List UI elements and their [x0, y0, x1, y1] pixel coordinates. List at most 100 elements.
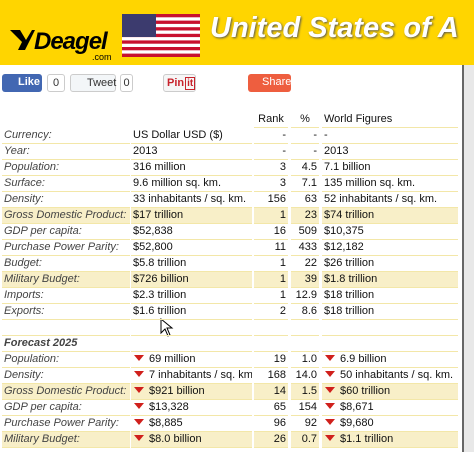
- world-figure-cell: $8,671: [322, 400, 458, 416]
- row-label: Year:: [2, 144, 130, 160]
- logo-sub: .com: [92, 52, 112, 62]
- blank-cell: [291, 336, 319, 352]
- row-label: Density:: [2, 192, 130, 208]
- down-arrow: [325, 371, 335, 377]
- section-title: Forecast 2025: [2, 336, 130, 352]
- percent: 1.0: [291, 352, 319, 368]
- percent: 22: [291, 256, 319, 272]
- value: $8.0 billion: [149, 433, 202, 445]
- share-button[interactable]: Share: [248, 74, 291, 92]
- rank: 1: [254, 256, 288, 272]
- world-figure: 2013: [322, 144, 458, 160]
- value: $52,838: [131, 224, 252, 240]
- down-arrow: [325, 435, 335, 441]
- column-header: World Figures: [322, 112, 458, 128]
- world-figure: $74 trillion: [322, 208, 458, 224]
- rank: 1: [254, 272, 288, 288]
- down-arrow: [134, 435, 144, 441]
- pin-button[interactable]: Pin it: [163, 74, 196, 92]
- value: $921 billion: [149, 385, 205, 397]
- tweet-count: 0: [120, 74, 133, 92]
- row-label: Imports:: [2, 288, 130, 304]
- percent: 433: [291, 240, 319, 256]
- world-figure-cell: 6.9 billion: [322, 352, 458, 368]
- rank: 1: [254, 208, 288, 224]
- logo[interactable]: Deagel: [34, 28, 108, 55]
- row-label: Gross Domestic Product:: [2, 384, 130, 400]
- world-figure: $8,671: [340, 401, 374, 413]
- blank-cell: [254, 336, 288, 352]
- column-header: Rank: [254, 112, 288, 128]
- value-cell: 7 inhabitants / sq. km.: [131, 368, 252, 384]
- world-figure-cell: $9,680: [322, 416, 458, 432]
- percent: 1.5: [291, 384, 319, 400]
- row-label: GDP per capita:: [2, 224, 130, 240]
- value: 69 million: [149, 353, 196, 365]
- percent: 7.1: [291, 176, 319, 192]
- down-arrow: [134, 355, 144, 361]
- rank: 19: [254, 352, 288, 368]
- row-label: Gross Domestic Product:: [2, 208, 130, 224]
- row-label: Exports:: [2, 304, 130, 320]
- down-arrow: [325, 419, 335, 425]
- percent: 63: [291, 192, 319, 208]
- row-label: Population:: [2, 160, 130, 176]
- rank: 26: [254, 432, 288, 448]
- pin-text: Pin: [167, 77, 185, 89]
- pin-it-text: it: [185, 77, 196, 90]
- rank: 65: [254, 400, 288, 416]
- page-title: United States of A: [210, 12, 459, 44]
- header: Deagel .com United States of A: [0, 0, 474, 65]
- world-figure: 50 inhabitants / sq. km.: [340, 369, 454, 381]
- world-figure: $12,182: [322, 240, 458, 256]
- rank: 1: [254, 288, 288, 304]
- rank: 2: [254, 304, 288, 320]
- value-cell: $921 billion: [131, 384, 252, 400]
- blank-cell: [131, 320, 252, 336]
- scrollbar[interactable]: [462, 65, 474, 452]
- like-button[interactable]: Like: [2, 74, 42, 92]
- row-label: Purchase Power Parity:: [2, 416, 130, 432]
- value: 316 million: [131, 160, 252, 176]
- world-figure: 52 inhabitants / sq. km.: [322, 192, 458, 208]
- blank-cell: [2, 320, 130, 336]
- row-label: Military Budget:: [2, 432, 130, 448]
- world-figure: $60 trillion: [340, 385, 391, 397]
- percent: 0.7: [291, 432, 319, 448]
- percent: 12.9: [291, 288, 319, 304]
- world-figure-cell: $1.1 trillion: [322, 432, 458, 448]
- world-figure-cell: $60 trillion: [322, 384, 458, 400]
- rank: 16: [254, 224, 288, 240]
- value: 9.6 million sq. km.: [131, 176, 252, 192]
- row-label: Surface:: [2, 176, 130, 192]
- blank-cell: [291, 320, 319, 336]
- percent: 8.6: [291, 304, 319, 320]
- value: $726 billion: [131, 272, 252, 288]
- down-arrow: [325, 403, 335, 409]
- percent: 154: [291, 400, 319, 416]
- world-figure: 7.1 billion: [322, 160, 458, 176]
- world-figure: 135 million sq. km.: [322, 176, 458, 192]
- value: $17 trillion: [131, 208, 252, 224]
- like-count: 0: [47, 74, 65, 92]
- percent: 14.0: [291, 368, 319, 384]
- row-label: Budget:: [2, 256, 130, 272]
- rank: -: [254, 144, 288, 160]
- rank: 156: [254, 192, 288, 208]
- value: 7 inhabitants / sq. km.: [149, 369, 252, 381]
- percent: 23: [291, 208, 319, 224]
- world-figure: $26 trillion: [322, 256, 458, 272]
- world-figure: -: [322, 128, 458, 144]
- blank-cell: [131, 336, 252, 352]
- blank-cell: [322, 336, 458, 352]
- tweet-button[interactable]: Tweet: [70, 74, 116, 92]
- rank: 14: [254, 384, 288, 400]
- down-arrow: [134, 403, 144, 409]
- down-arrow: [134, 371, 144, 377]
- rank: 3: [254, 176, 288, 192]
- flag: [122, 14, 200, 57]
- rank: 11: [254, 240, 288, 256]
- row-label: Currency:: [2, 128, 130, 144]
- value: $5.8 trillion: [131, 256, 252, 272]
